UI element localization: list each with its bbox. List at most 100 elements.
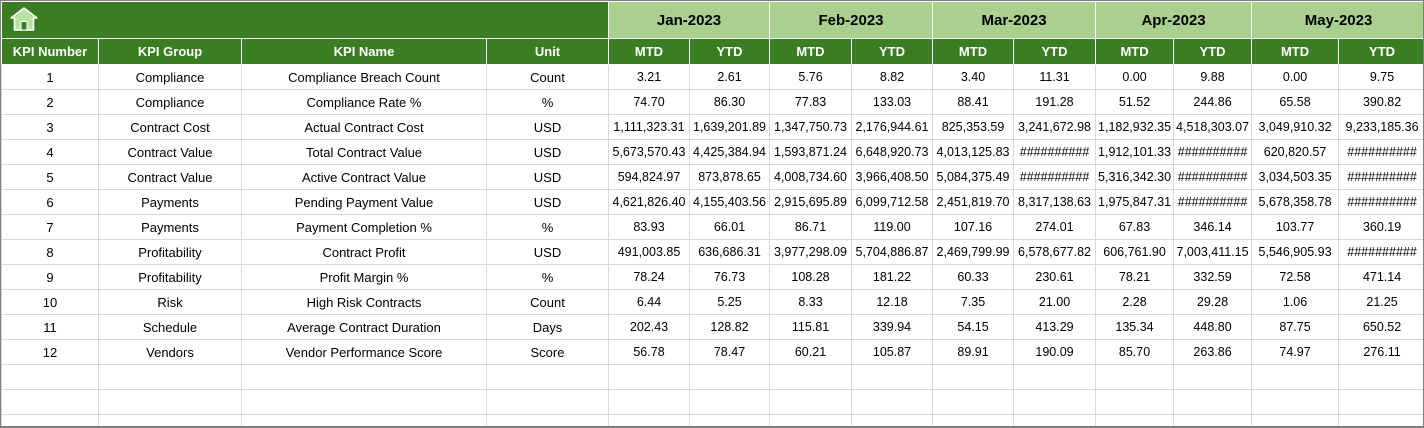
value-cell[interactable]: 1,912,101.33 xyxy=(1095,139,1175,165)
value-cell[interactable]: 7,003,411.15 xyxy=(1173,239,1253,265)
value-cell[interactable]: 128.82 xyxy=(689,314,770,340)
unit-cell[interactable]: USD xyxy=(486,239,609,265)
value-cell[interactable]: 119.00 xyxy=(850,214,934,240)
col-header-kpi-group[interactable]: KPI Group xyxy=(98,38,242,65)
empty-cell[interactable] xyxy=(241,364,487,390)
kpi-number-cell[interactable]: 3 xyxy=(1,114,99,140)
kpi-name-cell[interactable]: Actual Contract Cost xyxy=(241,114,487,140)
col-header-mtd-jan[interactable]: MTD xyxy=(608,38,690,65)
value-cell[interactable]: 77.83 xyxy=(769,89,852,115)
kpi-number-cell[interactable]: 10 xyxy=(1,289,99,315)
kpi-number-cell[interactable]: 8 xyxy=(1,239,99,265)
empty-cell[interactable] xyxy=(98,364,242,390)
value-cell[interactable]: 448.80 xyxy=(1173,314,1253,340)
value-cell[interactable]: 5,084,375.49 xyxy=(932,164,1015,190)
empty-cell[interactable] xyxy=(1338,389,1423,415)
empty-cell[interactable] xyxy=(1338,414,1423,426)
value-cell[interactable]: 107.16 xyxy=(932,214,1015,240)
kpi-number-cell[interactable]: 6 xyxy=(1,189,99,215)
value-cell[interactable]: ########## xyxy=(1173,139,1253,165)
empty-cell[interactable] xyxy=(241,389,487,415)
value-cell[interactable]: 83.93 xyxy=(608,214,690,240)
month-header-apr[interactable]: Apr-2023 xyxy=(1095,1,1253,39)
kpi-group-cell[interactable]: Contract Cost xyxy=(98,114,242,140)
kpi-number-cell[interactable]: 9 xyxy=(1,264,99,290)
value-cell[interactable]: 0.00 xyxy=(1095,64,1175,90)
value-cell[interactable]: 85.70 xyxy=(1095,339,1175,365)
empty-cell[interactable] xyxy=(486,414,609,426)
unit-cell[interactable]: Count xyxy=(486,289,609,315)
value-cell[interactable]: 56.78 xyxy=(608,339,690,365)
value-cell[interactable]: ########## xyxy=(1013,139,1097,165)
value-cell[interactable]: 3,034,503.35 xyxy=(1251,164,1340,190)
col-header-ytd-may[interactable]: YTD xyxy=(1338,38,1423,65)
unit-cell[interactable]: USD xyxy=(486,189,609,215)
empty-cell[interactable] xyxy=(608,389,690,415)
value-cell[interactable]: 51.52 xyxy=(1095,89,1175,115)
empty-cell[interactable] xyxy=(769,414,852,426)
col-header-kpi-name[interactable]: KPI Name xyxy=(241,38,487,65)
value-cell[interactable]: 11.31 xyxy=(1013,64,1097,90)
value-cell[interactable]: 1,639,201.89 xyxy=(689,114,770,140)
value-cell[interactable]: 0.00 xyxy=(1251,64,1340,90)
value-cell[interactable]: 21.25 xyxy=(1338,289,1423,315)
value-cell[interactable]: 115.81 xyxy=(769,314,852,340)
col-header-mtd-apr[interactable]: MTD xyxy=(1095,38,1175,65)
value-cell[interactable]: 3,977,298.09 xyxy=(769,239,852,265)
value-cell[interactable]: 4,155,403.56 xyxy=(689,189,770,215)
col-header-ytd-mar[interactable]: YTD xyxy=(1013,38,1097,65)
kpi-name-cell[interactable]: Compliance Breach Count xyxy=(241,64,487,90)
value-cell[interactable]: 7.35 xyxy=(932,289,1015,315)
kpi-group-cell[interactable]: Vendors xyxy=(98,339,242,365)
month-header-feb[interactable]: Feb-2023 xyxy=(768,1,934,39)
value-cell[interactable]: 332.59 xyxy=(1173,264,1253,290)
value-cell[interactable]: 108.28 xyxy=(769,264,852,290)
empty-cell[interactable] xyxy=(1,389,99,415)
kpi-group-cell[interactable]: Payments xyxy=(98,214,242,240)
unit-cell[interactable]: USD xyxy=(486,114,609,140)
unit-cell[interactable]: Count xyxy=(486,64,609,90)
kpi-number-cell[interactable]: 2 xyxy=(1,89,99,115)
empty-cell[interactable] xyxy=(1095,389,1175,415)
kpi-group-cell[interactable]: Payments xyxy=(98,189,242,215)
value-cell[interactable]: 274.01 xyxy=(1013,214,1097,240)
empty-cell[interactable] xyxy=(1013,364,1097,390)
value-cell[interactable]: 60.21 xyxy=(769,339,852,365)
kpi-name-cell[interactable]: Average Contract Duration xyxy=(241,314,487,340)
empty-cell[interactable] xyxy=(1095,414,1175,426)
value-cell[interactable]: 6,648,920.73 xyxy=(850,139,934,165)
value-cell[interactable]: 86.30 xyxy=(689,89,770,115)
value-cell[interactable]: 4,013,125.83 xyxy=(932,139,1015,165)
value-cell[interactable]: 1,182,932.35 xyxy=(1095,114,1175,140)
empty-cell[interactable] xyxy=(850,389,934,415)
value-cell[interactable]: 413.29 xyxy=(1013,314,1097,340)
empty-cell[interactable] xyxy=(608,414,690,426)
value-cell[interactable]: 78.21 xyxy=(1095,264,1175,290)
value-cell[interactable]: 5,678,358.78 xyxy=(1251,189,1340,215)
col-header-unit[interactable]: Unit xyxy=(486,38,609,65)
empty-cell[interactable] xyxy=(98,414,242,426)
kpi-number-cell[interactable]: 4 xyxy=(1,139,99,165)
value-cell[interactable]: 636,686.31 xyxy=(689,239,770,265)
unit-cell[interactable]: USD xyxy=(486,139,609,165)
kpi-group-cell[interactable]: Profitability xyxy=(98,264,242,290)
value-cell[interactable]: 825,353.59 xyxy=(932,114,1015,140)
value-cell[interactable]: 8.82 xyxy=(850,64,934,90)
kpi-name-cell[interactable]: High Risk Contracts xyxy=(241,289,487,315)
value-cell[interactable]: 650.52 xyxy=(1338,314,1423,340)
value-cell[interactable]: 65.58 xyxy=(1251,89,1340,115)
value-cell[interactable]: 276.11 xyxy=(1338,339,1423,365)
kpi-group-cell[interactable]: Profitability xyxy=(98,239,242,265)
value-cell[interactable]: 74.97 xyxy=(1251,339,1340,365)
value-cell[interactable]: 78.47 xyxy=(689,339,770,365)
value-cell[interactable]: 135.34 xyxy=(1095,314,1175,340)
value-cell[interactable]: ########## xyxy=(1338,189,1423,215)
value-cell[interactable]: 105.87 xyxy=(850,339,934,365)
value-cell[interactable]: 54.15 xyxy=(932,314,1015,340)
empty-cell[interactable] xyxy=(241,414,487,426)
value-cell[interactable]: 244.86 xyxy=(1173,89,1253,115)
kpi-name-cell[interactable]: Vendor Performance Score xyxy=(241,339,487,365)
kpi-name-cell[interactable]: Profit Margin % xyxy=(241,264,487,290)
kpi-group-cell[interactable]: Contract Value xyxy=(98,164,242,190)
kpi-group-cell[interactable]: Risk xyxy=(98,289,242,315)
